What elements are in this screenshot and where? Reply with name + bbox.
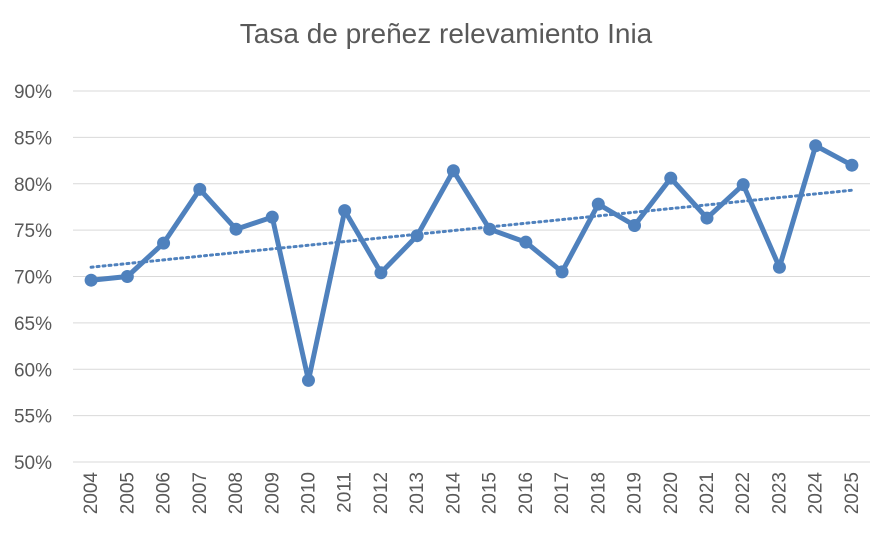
data-point bbox=[374, 266, 388, 280]
x-tick-label: 2019 bbox=[625, 472, 646, 514]
y-tick-label: 85% bbox=[14, 128, 52, 149]
data-point bbox=[519, 235, 533, 249]
x-tick-label: 2017 bbox=[552, 472, 573, 514]
data-point bbox=[84, 273, 98, 287]
data-point bbox=[628, 218, 642, 232]
x-tick-label: 2021 bbox=[697, 472, 718, 514]
y-tick-label: 90% bbox=[14, 82, 52, 103]
x-axis-tick-labels: 2004 2005 2006 2007 2008 2009 2010 2011 2012 2013… bbox=[81, 472, 863, 515]
series-layer bbox=[88, 143, 855, 383]
data-point bbox=[736, 178, 750, 192]
x-tick-label: 2015 bbox=[480, 472, 501, 514]
data-point bbox=[120, 270, 134, 283]
y-axis-tick-labels: 50% 55% 60% 65% 70% 75% 80% 85% 90% bbox=[14, 82, 52, 474]
data-point bbox=[700, 211, 714, 225]
data-point bbox=[664, 171, 678, 185]
x-tick-label: 2022 bbox=[733, 472, 754, 514]
data-point bbox=[809, 139, 823, 153]
y-tick-label: 60% bbox=[14, 360, 52, 381]
y-tick-label: 50% bbox=[14, 453, 52, 474]
data-point bbox=[410, 229, 424, 243]
data-point bbox=[265, 210, 279, 224]
x-tick-label: 2016 bbox=[516, 472, 537, 514]
y-tick-label: 70% bbox=[14, 268, 52, 289]
data-point bbox=[157, 236, 171, 250]
data-point bbox=[483, 222, 497, 236]
x-tick-label: 2025 bbox=[842, 472, 863, 514]
series-line bbox=[88, 143, 855, 383]
y-tick-label: 55% bbox=[14, 407, 52, 428]
data-point bbox=[555, 265, 569, 279]
data-point bbox=[845, 158, 859, 172]
y-tick-label: 75% bbox=[14, 221, 52, 242]
y-tick-label: 80% bbox=[14, 175, 52, 196]
x-tick-label: 2020 bbox=[661, 472, 682, 514]
x-tick-label: 2018 bbox=[588, 472, 609, 514]
data-point bbox=[591, 197, 605, 211]
x-tick-label: 2023 bbox=[769, 472, 790, 514]
data-point bbox=[193, 182, 207, 196]
data-point bbox=[772, 260, 786, 274]
x-tick-label: 2007 bbox=[190, 472, 211, 514]
chart-title: Tasa de preñez relevamiento Inia bbox=[239, 18, 653, 49]
x-tick-label: 2008 bbox=[226, 472, 247, 514]
x-tick-label: 2011 bbox=[335, 472, 356, 513]
x-tick-label: 2005 bbox=[117, 472, 138, 514]
x-tick-label: 2006 bbox=[154, 472, 175, 514]
data-point bbox=[338, 204, 352, 218]
data-point bbox=[446, 164, 460, 178]
x-tick-label: 2012 bbox=[371, 472, 392, 514]
data-point bbox=[301, 373, 315, 387]
markers-layer bbox=[84, 139, 859, 387]
gridlines bbox=[73, 90, 870, 463]
data-point bbox=[229, 222, 243, 236]
x-tick-label: 2024 bbox=[806, 472, 827, 515]
x-tick-label: 2010 bbox=[298, 472, 319, 514]
y-tick-label: 65% bbox=[14, 314, 52, 335]
x-tick-label: 2009 bbox=[262, 472, 283, 514]
x-tick-label: 2014 bbox=[443, 472, 464, 515]
x-tick-label: 2013 bbox=[407, 472, 428, 514]
x-tick-label: 2004 bbox=[81, 472, 102, 515]
